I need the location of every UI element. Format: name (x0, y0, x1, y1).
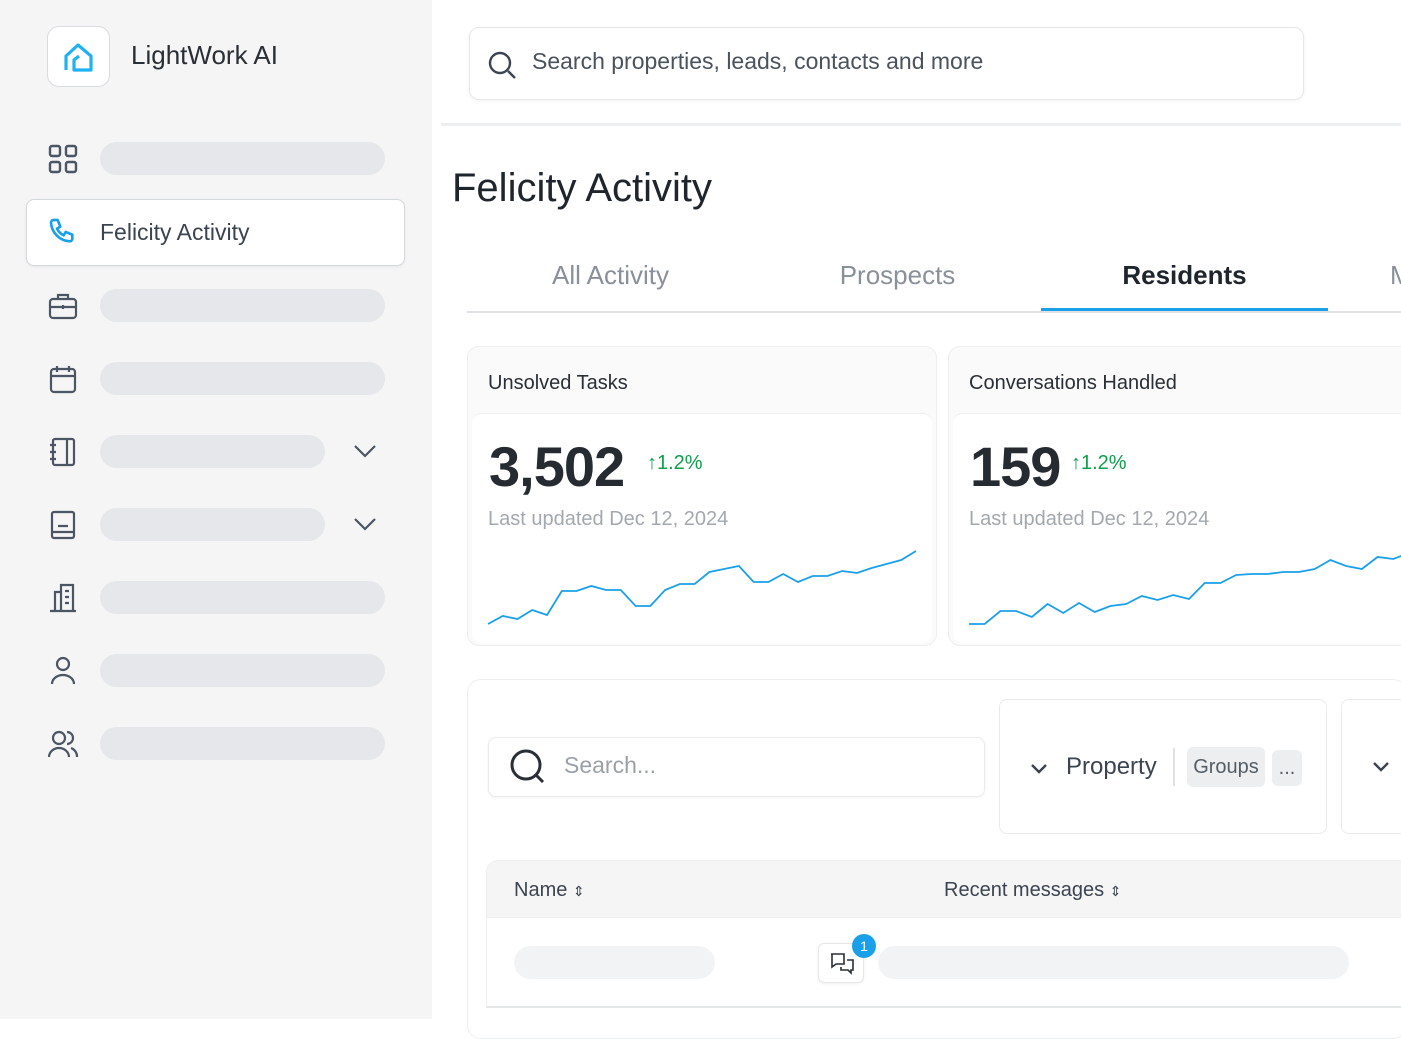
chat-icon (831, 953, 854, 975)
global-search-input[interactable] (532, 48, 1232, 75)
sidebar-item-dashboard[interactable] (0, 133, 432, 183)
building-icon (50, 583, 76, 613)
sparkline-line (487, 550, 917, 625)
column-header-recent-messages[interactable]: Recent messages ⇕ (944, 879, 1121, 902)
sparkline-chart (487, 550, 917, 625)
active-tab-indicator (1041, 308, 1328, 311)
sidebar-item-placeholder (100, 289, 385, 322)
calendar-icon (49, 366, 77, 394)
column-header-name[interactable]: Name ⇕ (514, 879, 585, 902)
column-label: Recent messages (944, 879, 1105, 901)
more-chip[interactable]: ... (1272, 750, 1302, 786)
page-title: Felicity Activity (452, 166, 713, 210)
notebook-icon (50, 437, 76, 467)
stat-delta: ↑1.2% (647, 452, 703, 474)
book-icon (50, 510, 76, 540)
table-row[interactable]: 1 (486, 917, 1401, 1008)
sort-icon: ⇕ (1109, 883, 1122, 899)
sidebar-item-label: Felicity Activity (100, 219, 250, 245)
sparkline-chart (969, 555, 1401, 625)
sidebar-item-placeholder (100, 581, 385, 614)
sidebar: LightWork AI Felicity Activity (0, 0, 432, 1019)
sidebar-item-calendar[interactable] (0, 353, 432, 403)
sidebar-item-placeholder (100, 508, 325, 541)
stat-card-conversations-handled: Conversations Handled 159 ↑1.2% Last upd… (948, 346, 1401, 646)
search-icon (510, 749, 545, 784)
stat-delta-value: 1.2% (1081, 452, 1127, 474)
tab-all-activity[interactable]: All Activity (551, 260, 670, 290)
filter-label: Property (1066, 753, 1157, 780)
table-search-input[interactable] (564, 752, 944, 779)
phone-icon (49, 218, 74, 243)
card-title: Unsolved Tasks (488, 372, 628, 394)
groups-chip[interactable]: Groups (1187, 747, 1265, 787)
chevron-down-icon (1031, 764, 1047, 774)
sidebar-item-placeholder (100, 727, 385, 760)
logo[interactable] (47, 26, 110, 87)
header-divider (441, 123, 1401, 126)
last-updated: Last updated Dec 12, 2024 (969, 508, 1210, 530)
sidebar-item-placeholder (100, 654, 385, 687)
sort-icon: ⇕ (572, 883, 585, 899)
sidebar-item-placeholder (100, 142, 385, 175)
chevron-down-icon (1373, 762, 1389, 772)
table-search[interactable] (488, 737, 985, 797)
tab-prospects[interactable]: Prospects (839, 260, 956, 290)
search-icon (488, 51, 516, 79)
card-body: 159 ↑1.2% Last updated Dec 12, 2024 (953, 413, 1401, 643)
sidebar-item-users[interactable] (0, 718, 432, 768)
global-search[interactable] (469, 27, 1304, 100)
chevron-down-icon[interactable] (352, 438, 378, 464)
user-icon (50, 656, 76, 685)
secondary-filter[interactable] (1341, 699, 1401, 834)
column-label: Name (514, 879, 568, 901)
sidebar-item-placeholder (100, 435, 325, 468)
home-logo-icon (63, 42, 93, 72)
stat-delta: ↑1.2% (1071, 452, 1127, 474)
sparkline-line (969, 555, 1401, 625)
tab-more[interactable]: M (1390, 260, 1401, 290)
last-updated: Last updated Dec 12, 2024 (488, 508, 729, 530)
app-name: LightWork AI (131, 40, 278, 70)
sidebar-item-user[interactable] (0, 645, 432, 695)
unread-badge: 1 (852, 934, 876, 958)
tabs: All Activity Prospects Residents M (467, 250, 1401, 313)
users-icon (47, 730, 79, 758)
tab-residents[interactable]: Residents (1122, 260, 1247, 290)
stat-value: 3,502 (489, 435, 625, 498)
stat-delta-value: 1.2% (657, 452, 703, 474)
sidebar-item-briefcase[interactable] (0, 280, 432, 330)
grid-icon (48, 144, 78, 174)
stat-value: 159 (970, 435, 1061, 498)
card-body: 3,502 ↑1.2% Last updated Dec 12, 2024 (472, 413, 932, 643)
table-header: Name ⇕ Recent messages ⇕ (486, 860, 1401, 918)
message-placeholder (878, 946, 1349, 979)
sidebar-item-felicity-activity[interactable]: Felicity Activity (26, 199, 405, 266)
property-filter[interactable]: Property Groups ... (999, 699, 1327, 834)
messages-button[interactable] (818, 943, 864, 983)
briefcase-icon (48, 293, 78, 320)
stat-card-unsolved-tasks: Unsolved Tasks 3,502 ↑1.2% Last updated … (467, 346, 937, 646)
sidebar-item-book[interactable] (0, 499, 432, 549)
card-title: Conversations Handled (969, 372, 1177, 394)
chevron-down-icon[interactable] (352, 511, 378, 537)
name-placeholder (514, 946, 715, 979)
sidebar-item-placeholder (100, 362, 385, 395)
divider (1173, 748, 1175, 786)
sidebar-item-notebook[interactable] (0, 426, 432, 476)
sidebar-item-building[interactable] (0, 572, 432, 622)
